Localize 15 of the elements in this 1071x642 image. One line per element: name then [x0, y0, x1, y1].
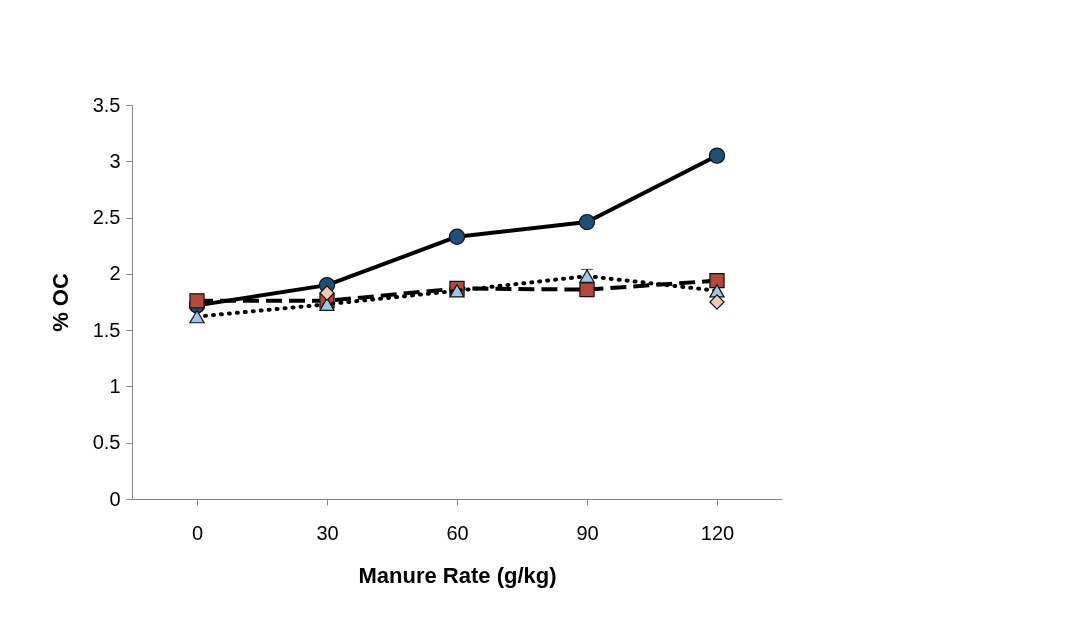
x-axis-title: Manure Rate (g/kg): [358, 562, 557, 588]
x-tick-label: 30: [316, 521, 339, 544]
y-tick-label: 3: [109, 149, 121, 172]
y-tick-label: 1.5: [92, 318, 121, 341]
x-tick-label: 0: [191, 521, 204, 544]
y-tick-label: 3.5: [92, 93, 121, 116]
y-tick-label: 2: [109, 262, 121, 285]
y-tick-label: 0.5: [92, 431, 121, 454]
y-tick-label: 1: [109, 374, 121, 397]
x-tick-label: 60: [446, 521, 469, 544]
x-tick-label: 90: [576, 521, 599, 544]
y-tick-label: 2.5: [92, 206, 121, 229]
x-tick-label: 120: [700, 521, 735, 544]
y-tick-label: 0: [109, 487, 121, 510]
y-axis-title: % OC: [47, 273, 73, 332]
